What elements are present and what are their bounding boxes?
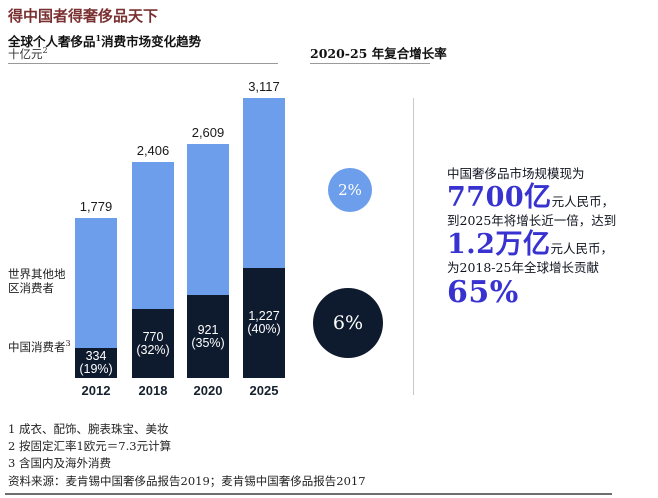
chart-title-text: 全球个人奢侈品	[8, 34, 96, 49]
cagr-badge-china: 6%	[313, 288, 383, 358]
footnote-ref-2: 2	[42, 46, 48, 56]
total-label-2020: 2,609	[191, 125, 225, 140]
header-underline-left	[8, 63, 278, 64]
insight-line-3: 为2018-25年全球增长贡献	[447, 260, 599, 275]
key-insight-block: 中国奢侈品市场规模现为 7700亿元人民币， 到2025年将增长近一倍，达到 1…	[447, 166, 653, 310]
insight-figure-2: 1.2万亿元人民币，	[447, 229, 613, 260]
bar-2018-china-segment: 770 (32%)	[132, 309, 174, 378]
bottom-rule	[5, 493, 612, 495]
insight-figure-1: 7700亿元人民币，	[447, 182, 615, 213]
bar-2020-rest-of-world-segment	[187, 144, 229, 295]
x-axis-label-2020: 2020	[193, 383, 223, 398]
total-label-2018: 2,406	[136, 143, 170, 158]
cagr-badge-rest-of-world: 2%	[328, 168, 372, 212]
y-axis-unit: 十亿元2	[8, 46, 48, 61]
chart-title-rest: 消费市场变化趋势	[101, 34, 202, 49]
footnote-ref-3: 3	[65, 339, 71, 348]
x-axis-label-2012: 2012	[81, 383, 111, 398]
series-label-rest-of-world: 世界其他地区消费者	[8, 267, 66, 295]
bar-2020-china-segment: 921 (35%)	[187, 295, 229, 378]
bar-2012-china-segment: 334 (19%)	[75, 348, 117, 378]
china-share-label: (19%)	[79, 362, 113, 376]
footnote-ref-1: 1	[95, 32, 102, 43]
china-value-label: 770	[142, 329, 164, 344]
total-label-2025: 3,117	[248, 79, 280, 94]
china-value-label: 1,227	[248, 309, 280, 323]
x-axis-label-2025: 2025	[249, 383, 279, 398]
bar-2012-rest-of-world-segment	[75, 218, 117, 348]
source-line: 资料来源：麦肯锡中国奢侈品报告2019；麦肯锡中国奢侈品报告2017	[8, 474, 366, 488]
header-underline-right	[310, 63, 430, 64]
footnote-1: 1 成衣、配饰、腕表珠宝、美妆	[8, 422, 169, 436]
china-share-label: (40%)	[247, 322, 281, 336]
series-label-china: 中国消费者3	[8, 339, 71, 354]
china-share-label: (35%)	[191, 335, 225, 350]
cagr-column-header: 2020-25 年复合增长率	[310, 46, 447, 61]
footnote-3: 3 含国内及海外消费	[8, 456, 111, 470]
total-label-2012: 1,779	[79, 199, 113, 214]
vertical-divider	[413, 98, 414, 395]
insight-line-2: 到2025年将增长近一倍，达到	[447, 213, 617, 228]
insight-figure-3: 65%	[447, 275, 519, 310]
china-share-label: (32%)	[136, 342, 170, 357]
insight-line-1: 中国奢侈品市场规模现为	[447, 166, 585, 181]
china-value-label: 921	[197, 322, 219, 337]
page-title: 得中国者得奢侈品天下	[8, 7, 159, 25]
x-axis-label-2018: 2018	[138, 383, 168, 398]
china-value-label: 334	[85, 349, 107, 363]
bar-2018-rest-of-world-segment	[132, 162, 174, 309]
bar-2025-rest-of-world-segment	[243, 98, 285, 268]
chart-title: 全球个人奢侈品1消费市场变化趋势	[8, 31, 201, 50]
bar-2025-china-segment: 1,227 (40%)	[243, 268, 285, 378]
footnote-2: 2 按固定汇率1欧元＝7.3元计算	[8, 439, 172, 453]
